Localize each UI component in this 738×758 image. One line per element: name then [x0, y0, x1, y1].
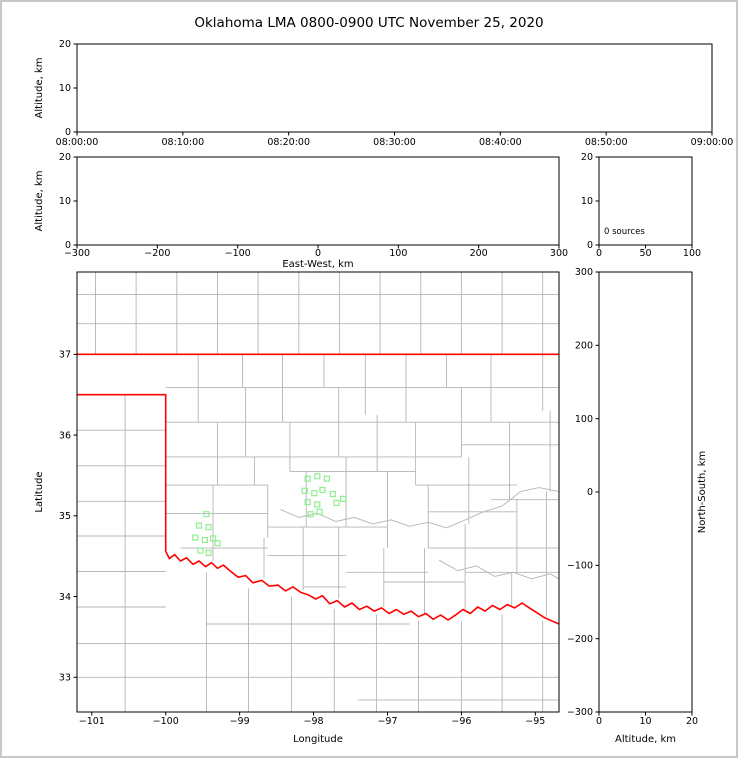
- map-content: [77, 272, 559, 712]
- source-marker: [314, 501, 321, 508]
- source-marker: [201, 536, 208, 544]
- source-marker: [203, 511, 210, 518]
- x-tick-label: 0: [315, 248, 321, 259]
- y-tick-label: 200: [575, 341, 593, 352]
- source-marker: [192, 534, 199, 541]
- source-marker: [323, 475, 330, 482]
- x-tick-label: 08:30:00: [373, 137, 416, 148]
- y-tick-label: 33: [59, 672, 71, 683]
- x-tick-label: 08:50:00: [585, 137, 628, 148]
- source-marker: [333, 499, 340, 506]
- x-tick-label: −300: [64, 248, 90, 259]
- y-tick-label: 37: [59, 350, 71, 361]
- x-tick-label: 10: [639, 716, 651, 727]
- state-border: [77, 393, 559, 625]
- x-axis-label: Altitude, km: [615, 734, 676, 745]
- x-tick-label: 50: [639, 248, 651, 259]
- x-tick-label: −100: [225, 248, 251, 259]
- x-tick-label: 300: [550, 248, 568, 259]
- x-tick-label: 100: [683, 248, 701, 259]
- source-marker: [205, 549, 212, 557]
- y-tick-label: 20: [59, 152, 71, 163]
- source-marker: [307, 511, 314, 518]
- y-tick-label: 0: [65, 127, 71, 138]
- y-axis-label: Latitude: [34, 471, 45, 512]
- source-marker: [197, 547, 204, 554]
- x-tick-label: 09:00:00: [691, 137, 734, 148]
- panel-altitude-histogram: 0 50 100 0 10 20 0 sources: [581, 152, 701, 259]
- x-tick-label: −99: [230, 716, 250, 727]
- panel-time-height: 08:00:00 08:10:00 08:20:00 08:30:00 08:40:00…: [34, 39, 733, 148]
- source-marker: [316, 508, 323, 515]
- y-tick-label: −300: [567, 707, 593, 718]
- y-tick-label: 0: [587, 240, 593, 251]
- annotation: 0 sources: [604, 227, 645, 237]
- x-tick-label: 20: [686, 716, 698, 727]
- y-tick-label: 34: [59, 592, 71, 603]
- y-tick-label: 0: [65, 240, 71, 251]
- x-tick-label: 100: [389, 248, 407, 259]
- x-tick-label: −98: [304, 716, 324, 727]
- x-tick-label: 200: [470, 248, 488, 259]
- x-tick-label: −96: [451, 716, 471, 727]
- x-tick-label: 08:20:00: [267, 137, 310, 148]
- y-tick-label: 35: [59, 511, 71, 522]
- x-tick-label: −95: [525, 716, 545, 727]
- figure-title: Oklahoma LMA 0800-0900 UTC November 25, …: [194, 15, 544, 31]
- x-axis-label: East-West, km: [282, 259, 353, 270]
- y-axis-label: Altitude, km: [34, 58, 45, 119]
- source-marker: [304, 475, 311, 482]
- y-tick-label: 10: [59, 83, 71, 94]
- y-axis-label: Altitude, km: [34, 171, 45, 232]
- y-tick-label: 36: [59, 430, 71, 441]
- y-tick-label: 10: [581, 196, 593, 207]
- panel-frame: [76, 271, 560, 713]
- panel-east-west-height: −300 −200 −100 0 100 200 300 0 10 20 East-West, km…: [34, 152, 568, 270]
- panel-north-south-height: 0 10 20 300 200 100 0 −100 −200 −300 Altitude, km N…: [567, 267, 708, 745]
- source-marker: [195, 522, 203, 529]
- source-marker: [329, 490, 336, 498]
- source-marker: [340, 495, 347, 502]
- x-axis-label: Longitude: [293, 734, 343, 745]
- y-tick-label: 0: [587, 487, 593, 498]
- y-tick-label: 20: [59, 39, 71, 50]
- source-marker: [304, 498, 311, 506]
- source-marker: [209, 535, 217, 542]
- y-tick-label: 100: [575, 414, 593, 425]
- x-tick-label: 0: [596, 716, 602, 727]
- y-tick-label: −200: [567, 634, 593, 645]
- source-marker: [311, 490, 318, 497]
- panel-frame: [598, 271, 693, 713]
- county-line: [280, 487, 559, 529]
- source-marker: [214, 540, 221, 547]
- x-tick-label: −101: [79, 716, 105, 727]
- source-marker: [319, 486, 326, 494]
- x-tick-label: 08:40:00: [479, 137, 522, 148]
- x-tick-label: −97: [377, 716, 397, 727]
- x-tick-label: −200: [144, 248, 170, 259]
- y-axis-label: North-South, km: [697, 451, 708, 534]
- x-tick-label: −100: [153, 716, 179, 727]
- panel-plan-view-map: −101 −100 −99 −98 −97 −96 −95 33 34 35 36 37 Longitu…: [34, 271, 560, 745]
- source-marker: [314, 473, 321, 480]
- y-tick-label: 300: [575, 267, 593, 278]
- x-tick-label: 08:10:00: [161, 137, 204, 148]
- y-tick-label: 10: [59, 196, 71, 207]
- source-marker: [205, 524, 212, 531]
- x-tick-label: 0: [596, 248, 602, 259]
- panel-frame: [76, 156, 560, 246]
- y-tick-label: −100: [567, 561, 593, 572]
- x-tick-label: 08:00:00: [56, 137, 99, 148]
- y-tick-label: 20: [581, 152, 593, 163]
- panel-frame: [76, 43, 713, 133]
- county-line: [438, 559, 559, 580]
- source-marker: [301, 487, 308, 494]
